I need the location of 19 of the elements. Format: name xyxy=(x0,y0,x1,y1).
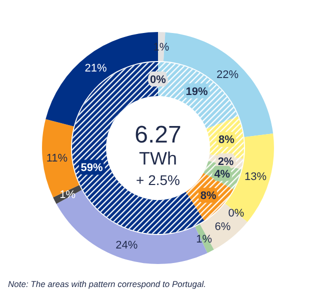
data-label: 6% xyxy=(214,221,231,234)
text: 0% xyxy=(228,208,244,220)
data-label: 21% xyxy=(84,62,108,75)
data-label: 1% xyxy=(196,233,212,246)
data-label: 13% xyxy=(244,171,267,184)
data-label: 22% xyxy=(216,68,239,81)
text: 6.27 xyxy=(134,121,182,148)
text: 0% xyxy=(150,74,166,86)
data-label: 11% xyxy=(46,152,68,164)
data-label: 4% xyxy=(214,168,230,180)
data-label: 2% xyxy=(218,156,234,168)
data-label: 59% xyxy=(80,162,103,174)
text: TWh xyxy=(139,148,177,168)
data-label: 8% xyxy=(218,134,235,146)
data-label: 8% xyxy=(200,190,216,202)
data-label: 19% xyxy=(186,86,208,98)
text: + 2.5% xyxy=(136,172,180,188)
text: Note: The areas with pattern correspond to Portugal. xyxy=(8,279,206,289)
data-label: 24% xyxy=(116,239,138,252)
